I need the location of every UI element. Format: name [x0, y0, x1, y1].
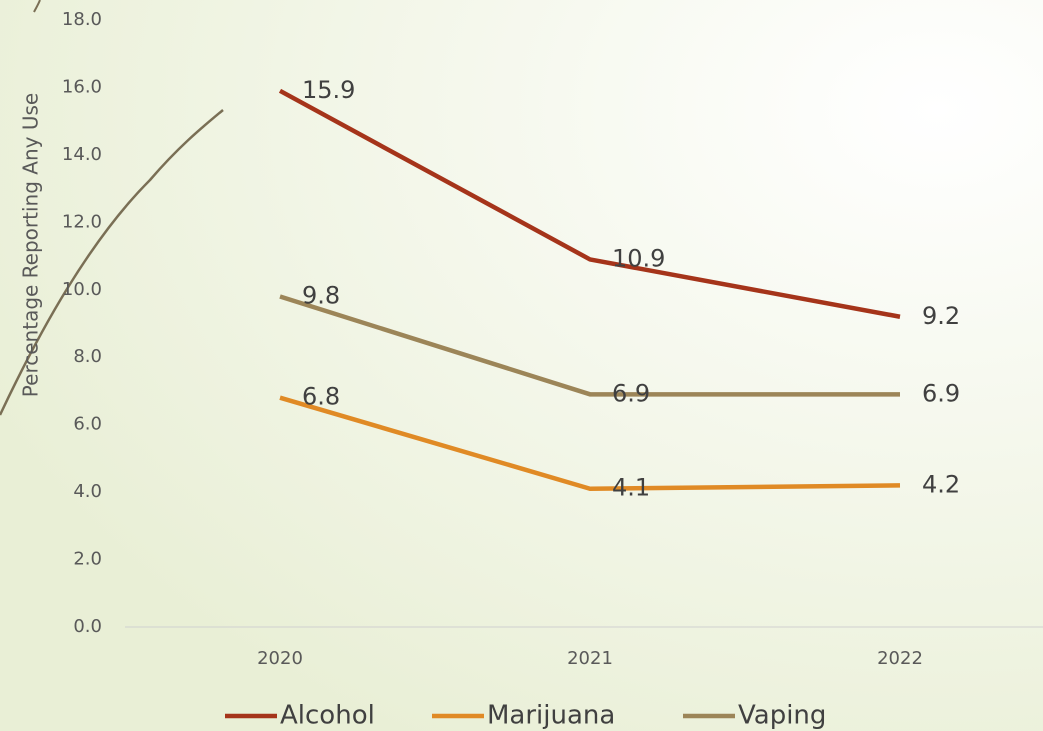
data-label: 4.1 [612, 474, 650, 502]
data-label: 9.8 [302, 282, 340, 310]
data-label: 6.9 [922, 379, 960, 407]
x-tick-label: 2021 [567, 648, 613, 669]
data-label: 9.2 [922, 302, 960, 330]
series-line [278, 88, 901, 319]
y-tick-label: 2.0 [73, 549, 102, 570]
y-axis-label: Percentage Reporting Any Use [19, 93, 43, 397]
series-line [279, 294, 900, 397]
legend-label: Marijuana [487, 701, 615, 731]
decoration [33, 0, 41, 13]
x-tick-label: 2020 [257, 648, 303, 669]
series-line [279, 395, 901, 491]
legend-label: Vaping [738, 701, 826, 731]
x-tick-label: 2022 [877, 648, 923, 669]
data-label: 10.9 [612, 244, 665, 272]
data-label: 15.9 [302, 76, 355, 104]
y-tick-label: 6.0 [73, 414, 102, 435]
decoration [0, 109, 224, 416]
y-tick-label: 10.0 [62, 279, 102, 300]
legend-label: Alcohol [280, 701, 375, 731]
y-tick-label: 0.0 [73, 616, 102, 637]
data-label: 4.2 [922, 470, 960, 498]
y-tick-label: 8.0 [73, 346, 102, 367]
y-tick-label: 16.0 [62, 76, 102, 97]
y-tick-label: 4.0 [73, 481, 102, 502]
data-label: 6.9 [612, 379, 650, 407]
y-tick-label: 14.0 [62, 144, 102, 165]
y-tick-label: 12.0 [62, 211, 102, 232]
data-label: 6.8 [302, 383, 340, 411]
y-tick-label: 18.0 [62, 9, 102, 30]
